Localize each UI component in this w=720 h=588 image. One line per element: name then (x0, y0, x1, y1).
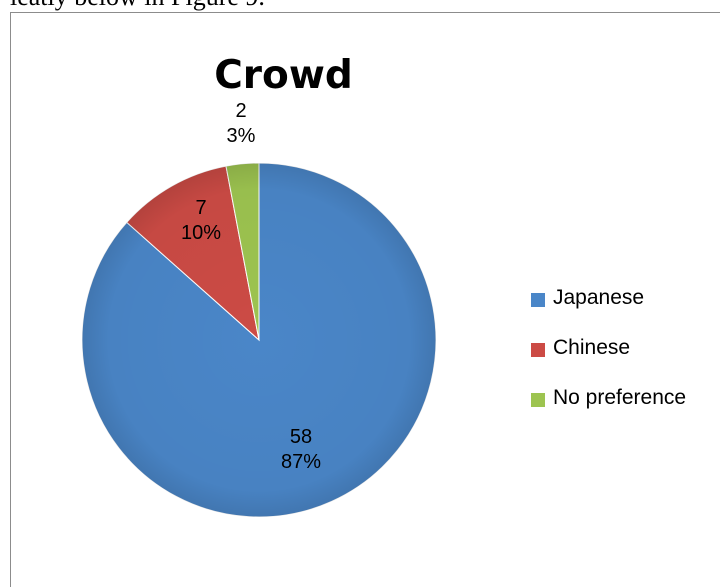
data-label-chinese-value: 7 (195, 197, 207, 219)
data-label-no-preference-value: 2 (235, 100, 247, 122)
data-label-japanese: 58 87% (261, 425, 341, 475)
data-label-chinese: 7 10% (161, 196, 241, 246)
chart-frame: Crowd 58 87% 7 10% 2 3% Japanese Chinese (10, 12, 720, 587)
chart-title: Crowd (214, 53, 353, 98)
data-label-chinese-percent: 10% (180, 222, 222, 244)
legend-label-japanese: Japanese (553, 286, 645, 309)
legend-swatch-japanese (531, 293, 545, 307)
data-label-no-preference: 2 3% (201, 99, 281, 149)
data-label-japanese-value: 58 (289, 426, 313, 448)
data-label-no-preference-percent: 3% (226, 125, 256, 147)
legend-label-chinese: Chinese (553, 336, 631, 359)
legend-label-no-preference: No preference (553, 386, 687, 409)
data-label-japanese-percent: 87% (280, 451, 322, 473)
legend-swatch-chinese (531, 343, 545, 357)
document-text-fragment: leatly below in Figure 9. (10, 0, 265, 12)
pie-shading (82, 163, 436, 517)
legend-swatch-no-preference (531, 393, 545, 407)
pie-chart (81, 162, 437, 518)
